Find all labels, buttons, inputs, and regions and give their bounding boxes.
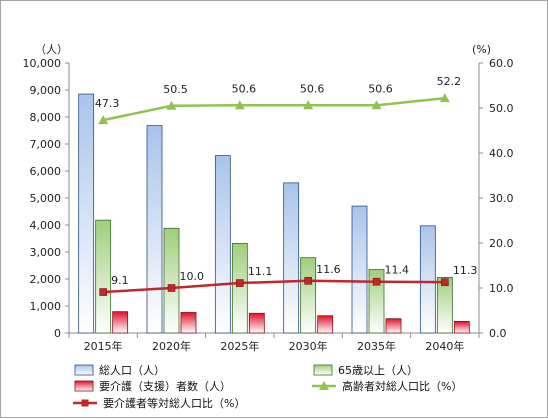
left-tick-label: 2,000 [30, 273, 62, 286]
x-tick-label: 2040年 [425, 339, 464, 353]
right-tick-label: 10.0 [489, 282, 514, 295]
elderly-ratio-label: 50.5 [163, 83, 188, 96]
elderly-ratio-marker [166, 100, 177, 110]
left-tick-label: 5,000 [30, 192, 62, 205]
right-tick-label: 50.0 [489, 102, 514, 115]
left-tick-label: 10,000 [23, 57, 62, 70]
bar-age65-plus [436, 276, 453, 334]
right-tick-label: 40.0 [489, 147, 514, 160]
legend-label: 65歳以上（人） [338, 364, 418, 377]
care-ratio-label: 11.4 [385, 264, 410, 277]
right-tick-label: 0.0 [489, 327, 507, 340]
care-ratio-marker [167, 284, 176, 292]
elderly-ratio-marker [234, 100, 245, 110]
left-tick-label: 1,000 [30, 300, 62, 313]
elderly-ratio-label: 50.6 [368, 82, 393, 95]
bar-care-needed [180, 312, 197, 334]
legend-label: 総人口（人） [99, 363, 165, 377]
left-tick-label: 3,000 [30, 246, 62, 259]
line-care-ratio [103, 279, 445, 294]
left-tick-label: 9,000 [30, 84, 62, 97]
x-tick-label: 2025年 [220, 339, 259, 353]
left-tick-label: 0 [54, 327, 61, 340]
elderly-ratio-marker [371, 100, 382, 110]
left-tick-label: 8,000 [30, 111, 62, 124]
elderly-ratio-marker [98, 115, 109, 125]
care-ratio-label: 9.1 [111, 274, 128, 287]
bar-care-needed [317, 315, 334, 334]
bar-total-population [214, 155, 231, 334]
care-ratio-marker [372, 277, 381, 286]
care-ratio-label: 10.0 [180, 270, 205, 283]
left-tick-label: 6,000 [30, 165, 62, 178]
plot-area: 0 1,000 2,000 3,000 4,000 5,000 6,000 7,000 8,00… [23, 57, 514, 353]
care-ratio-marker [99, 288, 107, 296]
legend-triangle-marker [319, 381, 329, 390]
line-elderly-ratio [102, 96, 445, 122]
bar-total-population [351, 205, 368, 334]
x-tick-label: 2030年 [289, 339, 328, 353]
elderly-ratio-marker [439, 93, 450, 103]
care-ratio-label: 11.6 [316, 263, 341, 276]
bar-total-population [283, 182, 300, 334]
left-axis-unit: （人） [35, 43, 68, 56]
care-ratio-marker [236, 279, 244, 287]
legend-label: 要介護（支援）者数（人） [99, 379, 231, 393]
elderly-ratio-label: 50.6 [300, 82, 325, 95]
bar-care-needed [248, 312, 265, 334]
legend-square-marker [81, 399, 89, 407]
left-tick-label: 7,000 [30, 138, 62, 151]
right-tick-label: 30.0 [489, 192, 514, 205]
elderly-ratio-label: 52.2 [437, 75, 462, 88]
care-ratio-label: 11.1 [248, 265, 272, 278]
legend-swatch [74, 364, 94, 376]
bar-age65-plus [163, 227, 180, 334]
bar-total-population [78, 93, 95, 334]
bar-care-needed [385, 318, 402, 334]
care-ratio-marker [304, 276, 312, 285]
bar-age65-plus [95, 219, 112, 334]
bar-care-needed [453, 320, 470, 334]
right-tick-label: 60.0 [489, 57, 514, 70]
x-tick-label: 2035年 [357, 339, 396, 353]
care-ratio-marker [441, 278, 449, 286]
legend-swatch [313, 364, 333, 376]
elderly-ratio-label: 47.3 [95, 97, 120, 110]
right-axis-unit: (%) [472, 43, 491, 56]
legend-label: 高齢者対総人口比（%） [342, 379, 462, 393]
right-tick-label: 20.0 [489, 237, 514, 250]
care-ratio-label: 11.3 [453, 264, 478, 277]
legend-label: 要介護者等対総人口比（%） [103, 396, 245, 410]
x-tick-label: 2020年 [152, 339, 191, 353]
legend-swatch [74, 380, 94, 392]
bar-total-population [146, 125, 163, 334]
elderly-ratio-label: 50.6 [232, 82, 257, 95]
bar-care-needed [112, 311, 129, 334]
bar-age65-plus [231, 242, 248, 334]
legend: 総人口（人） 65歳以上（人） 要介護（支援）者数（人） 高齢者対総人口比（%） 要介護… [73, 363, 462, 410]
bar-total-population [419, 225, 436, 334]
bar-age65-plus [300, 257, 317, 334]
elderly-ratio-marker [303, 100, 314, 110]
left-tick-label: 4,000 [30, 219, 62, 232]
x-tick-label: 2015年 [84, 339, 123, 353]
